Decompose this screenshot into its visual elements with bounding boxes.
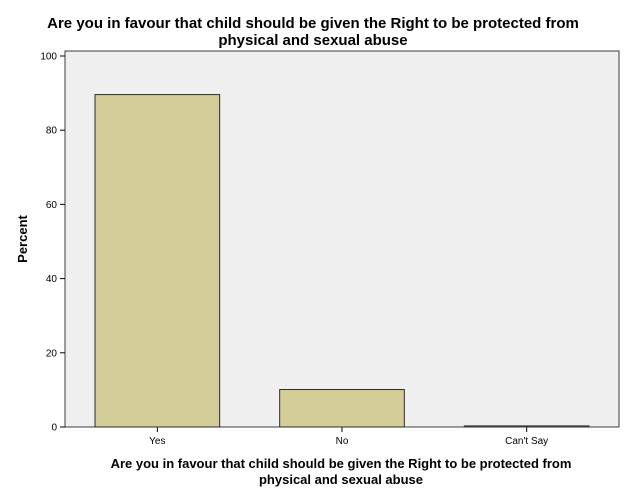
x-axis-title-line-2: physical and sexual abuse	[259, 472, 423, 487]
x-tick-label: Can't Say	[505, 436, 548, 447]
y-tick-label: 60	[46, 200, 58, 211]
y-axis: 0 20 40 60 80 100	[40, 52, 65, 434]
y-tick-label: 40	[46, 274, 58, 285]
bars	[94, 94, 590, 428]
bar-no	[279, 389, 405, 428]
x-tick-label: Yes	[149, 436, 165, 447]
y-axis-title: Percent	[15, 214, 30, 262]
x-axis: Yes No Can't Say	[149, 427, 548, 447]
bar-can-t-say	[463, 425, 590, 428]
y-tick-label: 20	[46, 348, 58, 359]
chart-title-line-1: Are you in favour that child should be g…	[47, 15, 579, 32]
chart-title-line-2: physical and sexual abuse	[218, 32, 407, 49]
x-tick-label: No	[336, 436, 349, 447]
y-tick-label: 80	[46, 126, 58, 137]
y-tick-label: 100	[40, 52, 57, 63]
x-axis-title-line-1: Are you in favour that child should be g…	[111, 456, 572, 471]
y-tick-label: 0	[51, 423, 57, 434]
bar-yes	[94, 94, 221, 428]
